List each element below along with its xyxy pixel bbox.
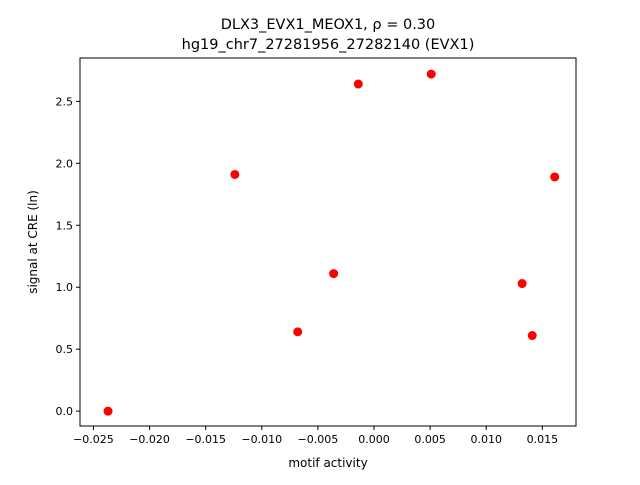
data-point	[426, 69, 436, 79]
x-axis-ticks: −0.025 −0.020 −0.015 −0.010 −0.005 0.000 0.005…	[73, 426, 558, 446]
data-point	[517, 279, 527, 289]
data-point	[353, 79, 363, 89]
y-tick-label: 2.0	[56, 157, 74, 170]
x-tick-label: −0.005	[298, 433, 339, 446]
chart-title-line2: hg19_chr7_27281956_27282140 (EVX1)	[182, 37, 475, 53]
data-point	[103, 406, 113, 416]
data-point	[293, 327, 303, 337]
x-tick-label: −0.015	[185, 433, 226, 446]
x-tick-label: 0.010	[470, 433, 502, 446]
plot-area-frame	[79, 57, 577, 427]
data-point	[230, 169, 240, 179]
y-axis-label: signal at CRE (ln)	[26, 190, 40, 294]
y-tick-label: 0.5	[56, 343, 74, 356]
x-tick-label: −0.025	[73, 433, 114, 446]
x-tick-label: 0.000	[358, 433, 390, 446]
x-tick-label: 0.015	[527, 433, 559, 446]
y-tick-label: 0.0	[56, 405, 74, 418]
x-axis-label: motif activity	[288, 456, 367, 470]
y-tick-label: 2.5	[56, 95, 74, 108]
x-tick-label: 0.005	[414, 433, 446, 446]
x-tick-label: −0.020	[129, 433, 170, 446]
x-tick-label: −0.010	[241, 433, 282, 446]
y-tick-label: 1.0	[56, 281, 74, 294]
data-point	[550, 172, 560, 182]
data-point	[527, 331, 537, 341]
chart-title-line1: DLX3_EVX1_MEOX1, ρ = 0.30	[221, 17, 436, 33]
y-tick-label: 1.5	[56, 219, 74, 232]
data-points	[103, 69, 560, 416]
y-axis-ticks: 0.0 0.5 1.0 1.5 2.0 2.5	[56, 95, 80, 418]
data-point	[329, 269, 339, 279]
